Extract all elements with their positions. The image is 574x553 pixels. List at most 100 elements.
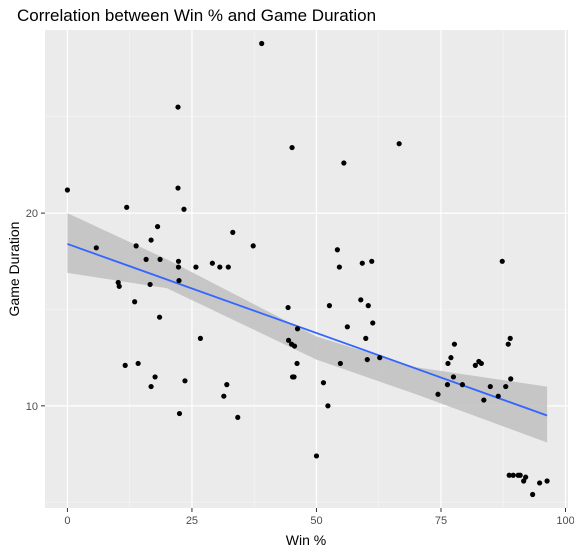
data-point [133, 243, 139, 249]
data-point [503, 383, 509, 390]
data-point [148, 383, 154, 390]
data-point [341, 160, 347, 166]
data-point [451, 341, 458, 347]
data-point [481, 397, 487, 403]
data-point [499, 258, 505, 264]
data-point [209, 260, 215, 266]
data-point [313, 453, 320, 459]
x-tick-label: 0 [64, 515, 70, 527]
data-point [124, 204, 130, 210]
y-axis: 10 20 [26, 208, 45, 413]
x-axis: 0 25 50 75 100 [64, 508, 574, 527]
data-point [197, 335, 204, 341]
data-point [320, 380, 327, 386]
data-point [64, 187, 71, 193]
y-axis-title: Game Duration [6, 222, 22, 317]
data-point [450, 374, 457, 380]
y-tick-label: 20 [26, 208, 38, 220]
data-point [230, 229, 236, 235]
data-point [259, 40, 265, 47]
data-point [523, 474, 529, 480]
data-point [326, 303, 333, 309]
data-point [291, 374, 297, 380]
data-points [64, 40, 550, 498]
data-point [530, 491, 536, 498]
data-point [325, 403, 331, 409]
data-point [176, 277, 182, 284]
data-point [157, 256, 163, 262]
data-point [337, 360, 343, 367]
x-tick-label: 100 [556, 515, 574, 527]
data-point [377, 355, 383, 361]
data-point [359, 260, 365, 266]
data-point [116, 283, 122, 289]
data-point [176, 410, 183, 417]
data-point [508, 376, 514, 382]
data-point [537, 480, 543, 486]
data-point [181, 206, 187, 212]
data-point [444, 382, 451, 388]
data-point [505, 341, 511, 347]
data-point [250, 243, 256, 249]
data-point [334, 247, 340, 253]
data-point [122, 362, 128, 368]
data-point [235, 414, 241, 421]
data-point [487, 383, 493, 390]
data-point [495, 393, 501, 399]
data-point [365, 303, 371, 309]
data-point [148, 237, 154, 243]
confidence-band [67, 213, 548, 443]
data-point [435, 391, 441, 397]
data-point [225, 264, 231, 270]
data-point [175, 185, 181, 191]
data-point [544, 478, 550, 484]
data-point [291, 343, 298, 349]
data-point [510, 472, 516, 478]
data-point [344, 324, 350, 330]
data-point [221, 393, 227, 399]
data-point [358, 297, 364, 303]
x-axis-title: Win % [286, 532, 326, 548]
data-point [507, 335, 513, 341]
data-point [294, 326, 301, 332]
chart-title: Correlation between Win % and Game Durat… [17, 6, 377, 25]
y-tick-label: 10 [26, 401, 38, 413]
data-point [152, 374, 158, 380]
data-point [175, 258, 182, 264]
data-point [370, 320, 376, 326]
data-point [506, 472, 512, 478]
data-point [521, 478, 527, 484]
data-point [364, 356, 370, 363]
x-tick-label: 75 [435, 515, 447, 527]
data-point [294, 360, 300, 367]
data-point [132, 299, 138, 305]
data-point [285, 304, 291, 311]
data-point [517, 472, 523, 478]
data-point [289, 144, 295, 151]
data-point [472, 362, 478, 368]
data-point [182, 378, 188, 384]
data-point [217, 264, 223, 270]
data-point [448, 355, 454, 361]
data-point [285, 337, 292, 343]
data-point [478, 360, 484, 367]
data-point [363, 335, 369, 341]
data-point [175, 264, 182, 270]
data-point [336, 264, 342, 270]
x-tick-label: 25 [186, 515, 198, 527]
data-point [459, 382, 466, 388]
trend-line [67, 243, 548, 417]
data-point [445, 360, 451, 367]
data-point [93, 245, 99, 251]
data-point [224, 382, 230, 388]
data-point [147, 281, 153, 288]
data-point [396, 141, 402, 147]
data-point [156, 314, 163, 320]
data-point [154, 223, 161, 230]
data-point [193, 264, 199, 270]
data-point [143, 256, 149, 262]
data-point [369, 258, 375, 264]
data-point [175, 104, 181, 110]
x-tick-label: 50 [310, 515, 322, 527]
